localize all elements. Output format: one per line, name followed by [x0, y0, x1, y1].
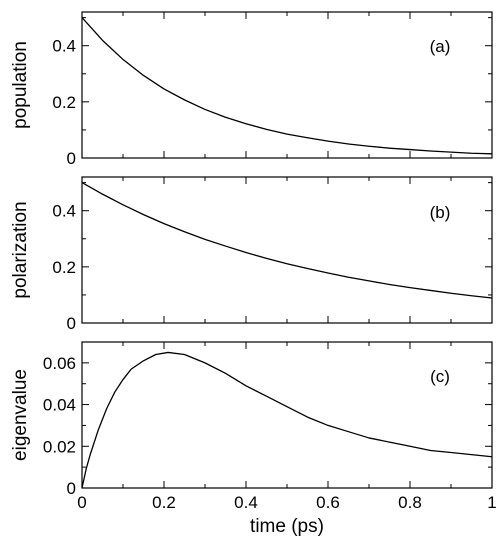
- y-tick-label-b: 0.4: [52, 202, 76, 221]
- panel-label-a: (a): [430, 37, 451, 56]
- y-tick-label-b: 0: [67, 314, 76, 333]
- panel-b: polarization (b) 0 0.2 0.4: [10, 176, 493, 333]
- y-tick-label-b: 0.2: [52, 258, 76, 277]
- y-axis-label-c: eigenvalue: [10, 369, 31, 461]
- y-tick-label-c: 0.02: [43, 437, 76, 456]
- plot-frame-a: [81, 11, 493, 159]
- y-tick-label-c: 0.04: [43, 396, 76, 415]
- x-tick-label: 0.8: [398, 493, 422, 512]
- x-tick-label: 0.4: [234, 493, 258, 512]
- x-tick-label: 0: [77, 493, 86, 512]
- panel-label-c: (c): [430, 367, 450, 386]
- x-tick-label: 0.6: [316, 493, 340, 512]
- y-tick-label-a: 0.2: [52, 93, 76, 112]
- panel-label-b: (b): [430, 203, 451, 222]
- panel-a: population (a) 0 0.2 0.4: [10, 11, 493, 168]
- panel-c: eigenvalue (c) time (ps) 0 0.02 0.04 0.06 0 0…: [10, 341, 497, 537]
- y-tick-label-c: 0.06: [43, 354, 76, 373]
- y-axis-label-b: polarization: [10, 201, 31, 298]
- plot-frame-b: [81, 176, 493, 324]
- series-line-b: [81, 182, 493, 299]
- y-axis-label-a: population: [10, 41, 31, 129]
- y-tick-label-c: 0: [67, 479, 76, 498]
- series-line-c: [81, 351, 493, 489]
- plot-frame-c: [81, 341, 493, 489]
- x-tick-label: 1: [487, 493, 496, 512]
- y-tick-label-a: 0: [67, 149, 76, 168]
- x-tick-label: 0.2: [152, 493, 176, 512]
- x-axis-label: time (ps): [250, 516, 324, 537]
- y-tick-label-a: 0.4: [52, 37, 76, 56]
- series-line-a: [81, 17, 493, 155]
